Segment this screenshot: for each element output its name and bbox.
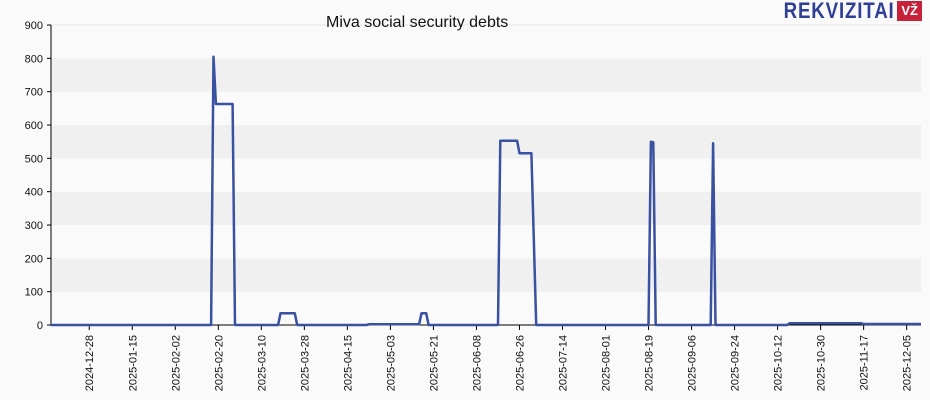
x-tick-label: 2025-10-12: [773, 335, 785, 391]
y-tick-label: 600: [25, 120, 43, 132]
x-tick-label: 2025-03-28: [299, 335, 311, 391]
y-tick-label: 200: [25, 253, 43, 265]
x-tick-label: 2025-02-20: [213, 335, 225, 391]
x-tick-label: 2025-06-08: [471, 335, 483, 391]
rekvizitai-logo[interactable]: REKVIZITAI VŽ: [764, 0, 922, 22]
x-tick-label: 2025-08-19: [644, 335, 656, 391]
x-tick-label: 2024-12-28: [84, 335, 96, 391]
y-tick-label: 300: [25, 220, 43, 232]
grid-band: [51, 291, 921, 325]
y-tick-label: 400: [25, 187, 43, 199]
x-tick-label: 2025-05-03: [385, 335, 397, 391]
debt-series-line: [51, 55, 921, 327]
logo-badge: VŽ: [897, 1, 922, 21]
x-tick-label: 2025-07-14: [557, 335, 569, 391]
grid-band: [51, 25, 921, 59]
y-tick-label: 900: [25, 20, 43, 32]
grid-band: [51, 58, 921, 92]
y-tick-label: 0: [37, 320, 43, 332]
grid-band: [51, 158, 921, 192]
x-tick-label: 2025-02-02: [170, 335, 182, 391]
grid-band: [51, 258, 921, 292]
grid-band: [51, 91, 921, 125]
x-tick-label: 2025-09-24: [730, 335, 742, 391]
x-tick-label: 2025-10-30: [816, 335, 828, 391]
grid-bands: [51, 24, 921, 325]
x-tick-label: 2025-04-15: [342, 335, 354, 391]
x-tick-label: 2025-09-06: [687, 335, 699, 391]
x-tick-label: 2025-06-26: [514, 335, 526, 391]
x-tick-label: 2025-03-10: [256, 335, 268, 391]
grid-band: [51, 125, 921, 159]
chart-title: Miva social security debts: [326, 14, 509, 31]
y-tick-label: 800: [25, 53, 43, 65]
y-tick-label: 700: [25, 87, 43, 99]
x-tick-label: 2025-05-21: [428, 335, 440, 391]
y-axis: 0 100 200 300 400 500 600 700 800 900: [25, 20, 52, 332]
x-tick-label: 2025-11-17: [859, 335, 871, 390]
logo-text: REKVIZITAI: [783, 0, 895, 23]
grid-band: [51, 191, 921, 225]
grid-band: [51, 225, 921, 259]
y-tick-label: 500: [25, 153, 43, 165]
x-axis: 2024-12-28 2025-01-15 2025-02-02 2025-02-20…: [51, 324, 921, 391]
x-tick-label: 2025-12-05: [902, 335, 914, 391]
x-tick-label: 2025-08-01: [601, 335, 613, 391]
x-tick-label: 2025-01-15: [127, 335, 139, 391]
y-tick-label: 100: [25, 287, 43, 299]
